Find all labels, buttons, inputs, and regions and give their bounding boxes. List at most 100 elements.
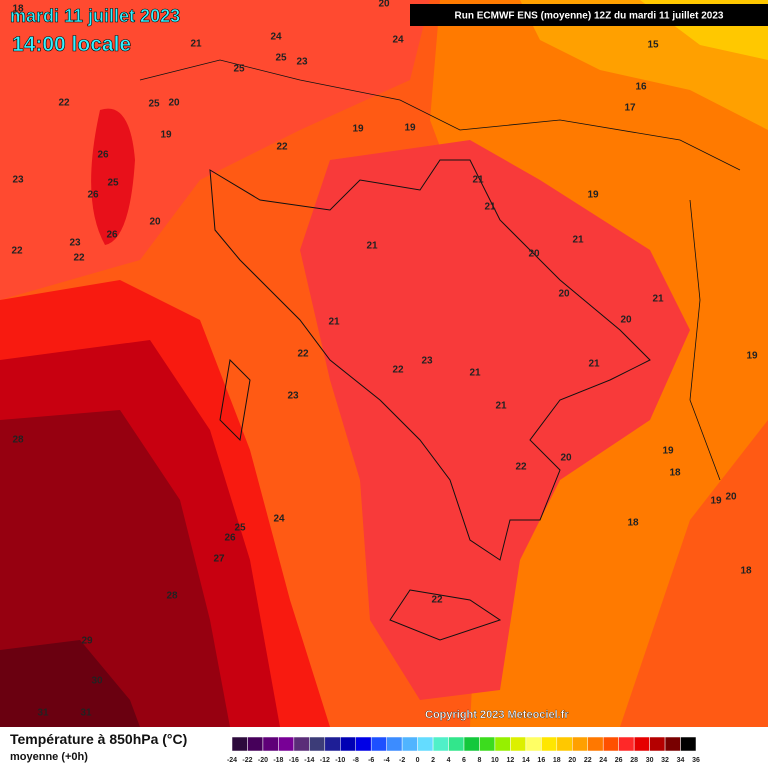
contour-label: 21 (366, 241, 378, 252)
contour-label: 23 (287, 391, 299, 402)
color-box (633, 736, 650, 752)
time: 14:00 locale (12, 33, 131, 56)
colorbar-tick: 20 (568, 757, 576, 764)
colorbar-tick: -22 (242, 757, 252, 764)
colorbar-tick: 6 (462, 757, 466, 764)
color-box (525, 736, 542, 752)
colorbar-tick: -10 (335, 757, 345, 764)
colorbar-tick: -6 (368, 757, 374, 764)
colorbar-tick: 10 (491, 757, 499, 764)
contour-label: 20 (168, 98, 180, 109)
contour-label: 21 (495, 401, 507, 412)
contour-label: 26 (97, 150, 109, 161)
color-box (680, 736, 697, 752)
contour-label: 26 (87, 190, 99, 201)
colorbar-tick: 2 (431, 757, 435, 764)
contour-label: 25 (148, 99, 160, 110)
colorbar-tick: 4 (447, 757, 451, 764)
colorbar-tick: -4 (384, 757, 390, 764)
contour-label: 19 (160, 130, 172, 141)
contour-label: 31 (37, 708, 49, 719)
colorbar-tick: 30 (646, 757, 654, 764)
contour-label: 18 (740, 566, 752, 577)
color-box (340, 736, 356, 752)
contour-label: 20 (620, 315, 632, 326)
contour-label: 23 (296, 57, 308, 68)
color-box (572, 736, 588, 752)
contour-label: 22 (431, 595, 443, 606)
color-box (324, 736, 341, 752)
contour-label: 18 (627, 518, 639, 529)
colorbar-tick: -24 (227, 757, 237, 764)
contour-label: 15 (647, 40, 659, 51)
colorbar-tick: 0 (416, 757, 420, 764)
colorbar-tick: 28 (630, 757, 638, 764)
colorbar: -24 -22 -20 -18 -16 -14 -12 -10 -8 -6 -4 -2 0 2 4 6 8 10 1… (227, 736, 700, 764)
contour-label: 23 (12, 175, 24, 186)
colorbar-tick: 22 (584, 757, 592, 764)
contour-label: 21 (484, 202, 496, 213)
colorbar-tick: -14 (304, 757, 314, 764)
color-box (386, 736, 403, 752)
contour-label: 21 (469, 368, 481, 379)
contour-label: 19 (662, 446, 674, 457)
contour-label: 26 (224, 533, 236, 544)
contour-label: 19 (404, 123, 416, 134)
color-box (649, 736, 666, 752)
contour-label: 20 (558, 289, 570, 300)
contour-label: 17 (624, 103, 636, 114)
contour-label: 22 (276, 142, 288, 153)
color-box (479, 736, 496, 752)
contour-label: 22 (297, 349, 309, 360)
color-box (278, 736, 295, 752)
colorbar-tick: 18 (553, 757, 561, 764)
extreme-zone-core (0, 640, 140, 727)
colorbar-tick: 36 (692, 757, 700, 764)
contour-label: 22 (58, 98, 70, 109)
contour-label: 22 (515, 462, 527, 473)
contour-label: 20 (378, 0, 390, 10)
color-box (247, 736, 264, 752)
contour-label: 30 (91, 676, 103, 687)
color-box (510, 736, 527, 752)
color-box (262, 736, 279, 752)
run-box (410, 4, 768, 26)
color-box (309, 736, 326, 752)
contour-label: 25 (233, 64, 245, 75)
color-box (417, 736, 434, 752)
color-box (432, 736, 449, 752)
colorbar-tick: -16 (289, 757, 299, 764)
contour-label: 22 (11, 246, 23, 257)
contour-label: 21 (472, 175, 484, 186)
contour-label: 18 (12, 4, 24, 15)
contour-label: 31 (80, 708, 92, 719)
contour-label: 20 (528, 249, 540, 260)
contour-label: 24 (273, 514, 285, 525)
colorbar-tick: 12 (507, 757, 515, 764)
colorbar-tick: 26 (615, 757, 623, 764)
colorbar-tick: 14 (522, 757, 530, 764)
contour-label: 22 (392, 365, 404, 376)
contour-label: 19 (710, 496, 722, 507)
contour-label: 29 (81, 636, 93, 647)
contour-label: 21 (588, 359, 600, 370)
color-box (587, 736, 604, 752)
contour-label: 28 (166, 591, 178, 602)
contour-label: 23 (69, 238, 81, 249)
contour-label: 16 (635, 82, 647, 93)
colorbar-tick: 32 (661, 757, 669, 764)
color-box (370, 736, 387, 752)
color-box (618, 736, 635, 752)
contour-label: 25 (234, 523, 246, 534)
contour-label: 23 (421, 356, 433, 367)
contour-label: 21 (328, 317, 340, 328)
contour-label: 21 (190, 39, 202, 50)
colorbar-tick: -12 (320, 757, 330, 764)
legend-title: Température à 850hPa (°C) (10, 731, 187, 747)
color-box (231, 736, 248, 752)
contour-label: 21 (652, 294, 664, 305)
contour-label: 26 (106, 230, 118, 241)
colorbar-tick: 8 (478, 757, 482, 764)
contour-label: 24 (392, 35, 404, 46)
